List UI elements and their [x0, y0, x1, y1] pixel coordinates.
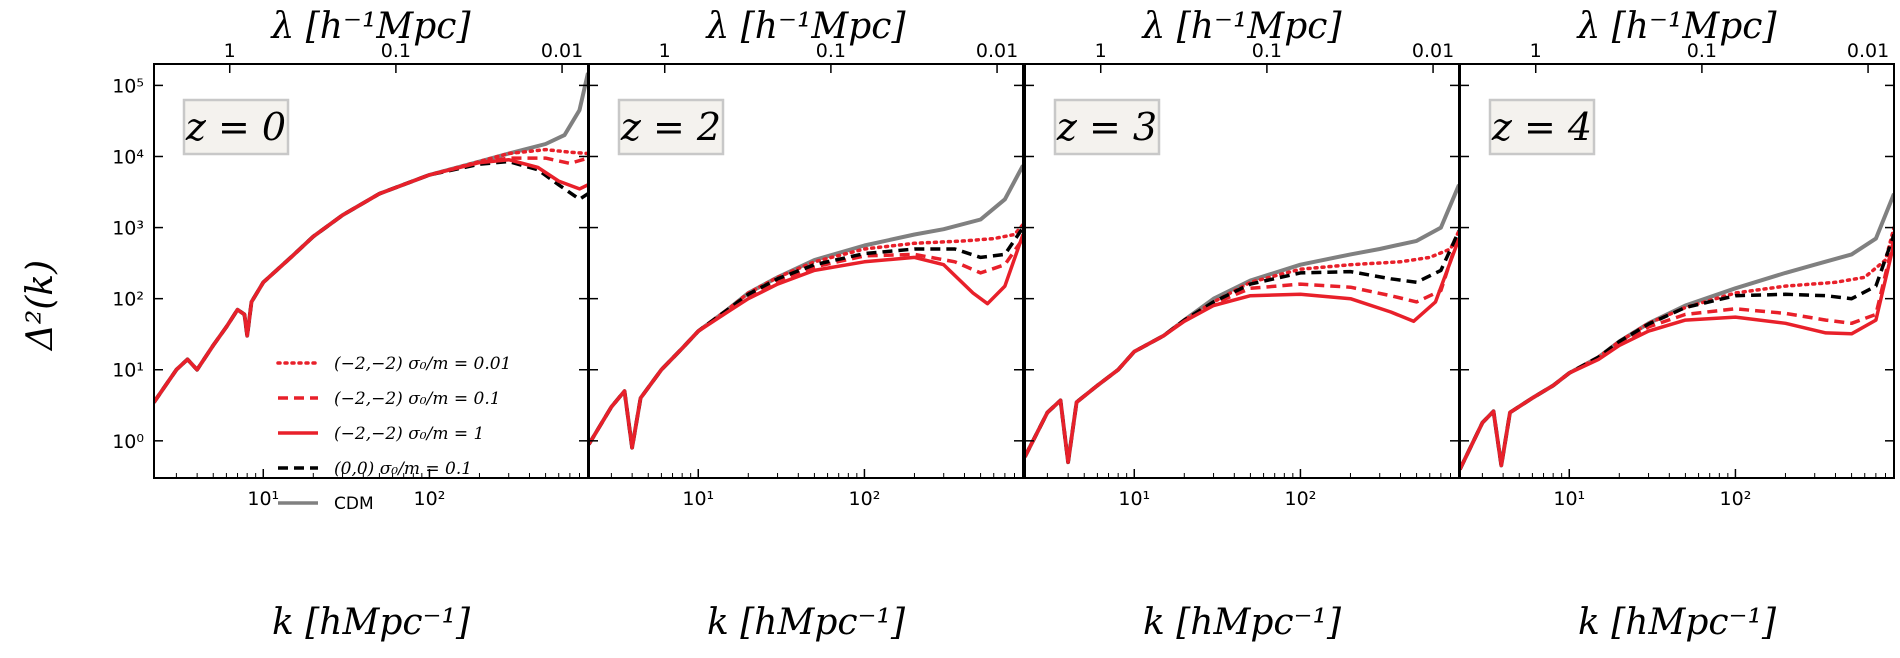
series-group — [589, 164, 1023, 450]
top-axis-title: λ [h⁻¹Mpc] — [1575, 6, 1777, 47]
x-tick-label: 10² — [1285, 488, 1317, 510]
legend-label-s001: (−2,−2) σ₀/m = 0.01 — [334, 354, 511, 374]
top-tick-label: 1 — [1095, 40, 1107, 62]
series-line-b01 — [589, 226, 1023, 450]
series-line-s001 — [589, 222, 1023, 450]
top-tick-label: 0.01 — [541, 40, 583, 62]
series-line-s1 — [589, 233, 1023, 450]
x-tick-label: 10¹ — [682, 488, 714, 510]
legend: (−2,−2) σ₀/m = 0.01 (−2,−2) σ₀/m = 0.1 (−2… — [276, 354, 511, 514]
redshift-label-box — [1488, 98, 1596, 156]
top-tick-label: 1 — [659, 40, 671, 62]
legend-label-s01: (−2,−2) σ₀/m = 0.1 — [334, 389, 501, 409]
top-tick-label: 0.01 — [1847, 40, 1889, 62]
x-tick-label: 10² — [414, 488, 446, 510]
series-line-s1 — [154, 157, 588, 404]
y-tick-label: 10³ — [112, 218, 144, 240]
x-axis-title: k [hMpc⁻¹] — [1578, 602, 1777, 643]
series-line-s01 — [589, 237, 1023, 450]
redshift-label: z = 4 — [1491, 105, 1592, 149]
panel-3: 10¹ 10² 1 0.1 0.01 k [hMpc⁻¹] λ [h⁻¹Mpc] z = 3 — [1024, 6, 1460, 643]
series-line-s01 — [1460, 238, 1894, 470]
redshift-label: z = 2 — [620, 105, 721, 149]
y-tick-label: 10² — [112, 289, 144, 311]
redshift-label-box — [1053, 98, 1161, 156]
x-tick-label: 10¹ — [1118, 488, 1150, 510]
y-tick-label: 10⁰ — [112, 431, 144, 453]
legend-label-b01: (0,0) σ₀/m = 0.1 — [334, 459, 472, 479]
y-tick-label: 10⁴ — [112, 146, 144, 168]
top-axis-title: λ [h⁻¹Mpc] — [704, 6, 906, 47]
y-tick-label: 10¹ — [112, 360, 144, 382]
panel-1: 10¹ 10² 1 0.1 0.01 10⁰ 10¹ 10² 10³ 10⁴ 10⁵ k [hMpc⁻… — [112, 6, 589, 643]
top-tick-label: 1 — [224, 40, 236, 62]
top-tick-label: 0.1 — [381, 40, 411, 62]
legend-label-cdm: CDM — [334, 494, 374, 514]
series-group — [1025, 184, 1459, 465]
x-tick-label: 10¹ — [247, 488, 279, 510]
plot-frame — [588, 63, 1024, 479]
panel-2: 10¹ 10² 1 0.1 0.01 k [hMpc⁻¹] λ [h⁻¹Mpc] z = 2 — [588, 6, 1024, 643]
x-axis-title: k [hMpc⁻¹] — [1143, 602, 1342, 643]
y-axis-title: Δ²(k) — [20, 260, 61, 352]
panels-group: 10¹ 10² 1 0.1 0.01 10⁰ 10¹ 10² 10³ 10⁴ 10⁵ k [hMpc⁻… — [112, 6, 1895, 643]
top-tick-label: 0.1 — [1687, 40, 1717, 62]
y-tick-label: 10⁵ — [112, 75, 144, 97]
top-axis-title: λ [h⁻¹Mpc] — [1140, 6, 1342, 47]
top-tick-label: 0.1 — [816, 40, 846, 62]
series-group — [154, 72, 588, 404]
top-tick-label: 1 — [1530, 40, 1542, 62]
redshift-label: z = 0 — [185, 105, 286, 149]
x-tick-label: 10² — [849, 488, 881, 510]
top-tick-label: 0.01 — [1412, 40, 1454, 62]
series-line-s1 — [1025, 237, 1459, 464]
panel-4: 10¹ 10² 1 0.1 0.01 k [hMpc⁻¹] λ [h⁻¹Mpc] z = 4 — [1459, 6, 1895, 643]
plot-frame — [1459, 63, 1895, 479]
series-line-b01 — [1460, 233, 1894, 470]
top-tick-label: 0.1 — [1252, 40, 1282, 62]
x-tick-label: 10¹ — [1553, 488, 1585, 510]
x-axis-title: k [hMpc⁻¹] — [272, 602, 471, 643]
legend-label-s1: (−2,−2) σ₀/m = 1 — [334, 424, 484, 444]
series-line-b01 — [1025, 230, 1459, 464]
redshift-label: z = 3 — [1056, 105, 1157, 149]
top-axis-title: λ [h⁻¹Mpc] — [269, 6, 471, 47]
series-line-s1 — [1460, 242, 1894, 470]
series-line-s001 — [1460, 225, 1894, 471]
redshift-label-box — [617, 98, 725, 156]
x-tick-label: 10² — [1720, 488, 1752, 510]
series-line-cdm — [589, 164, 1023, 450]
series-group — [1460, 192, 1894, 471]
redshift-label-box — [182, 98, 290, 156]
series-line-s001 — [1025, 229, 1459, 464]
top-tick-label: 0.01 — [976, 40, 1018, 62]
x-axis-title: k [hMpc⁻¹] — [707, 602, 906, 643]
series-line-s01 — [1025, 233, 1459, 464]
series-line-cdm — [1025, 184, 1459, 465]
